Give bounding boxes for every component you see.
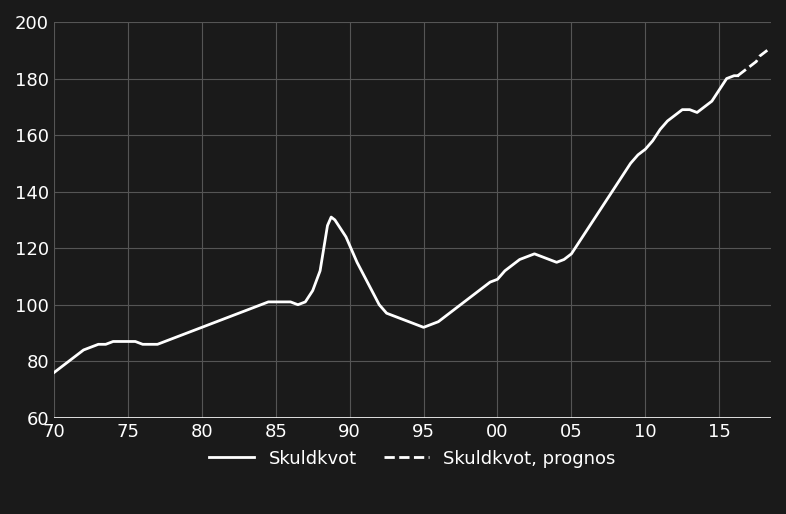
Skuldkvot (729, 72, 739, 79)
Skuldkvot, prognos (747, 61, 757, 67)
Line: Skuldkvot: Skuldkvot (54, 76, 738, 373)
Skuldkvot (50, 370, 59, 376)
Skuldkvot, prognos (762, 47, 772, 53)
Skuldkvot, prognos (744, 64, 754, 70)
Skuldkvot (108, 338, 118, 344)
Skuldkvot (419, 324, 428, 331)
Skuldkvot, prognos (751, 59, 761, 65)
Skuldkvot (471, 290, 480, 297)
Skuldkvot (733, 72, 743, 79)
Skuldkvot, prognos (740, 67, 750, 73)
Skuldkvot, prognos (755, 53, 765, 59)
Skuldkvot (360, 273, 369, 280)
Line: Skuldkvot, prognos: Skuldkvot, prognos (738, 50, 767, 76)
Skuldkvot, prognos (759, 50, 769, 56)
Skuldkvot, prognos (733, 72, 743, 79)
Skuldkvot, prognos (736, 70, 746, 76)
Skuldkvot (94, 341, 103, 347)
Skuldkvot (567, 251, 576, 257)
Legend: Skuldkvot, Skuldkvot, prognos: Skuldkvot, Skuldkvot, prognos (209, 450, 616, 468)
